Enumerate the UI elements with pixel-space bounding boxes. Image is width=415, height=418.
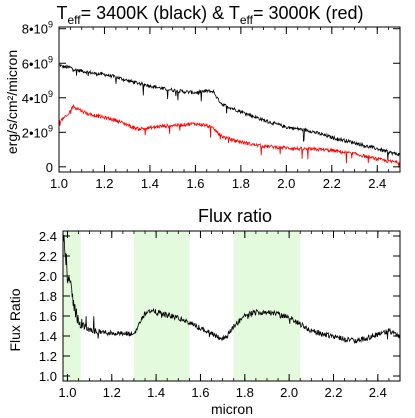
x-tick-label-7: 2.4 — [369, 385, 387, 400]
x-tick-label-2: 1.4 — [147, 385, 165, 400]
y-tick-label-3: 6•109 — [22, 54, 53, 71]
plot-frame — [62, 230, 401, 382]
x-tick-label-0: 1.0 — [50, 176, 68, 191]
shaded-band-2 — [233, 231, 301, 381]
series-line-1 — [58, 103, 401, 168]
x-tick-label-3: 1.6 — [186, 176, 204, 191]
shaded-band-0 — [63, 231, 81, 381]
x-tick-label-5: 2.0 — [277, 176, 295, 191]
y-tick-label-3: 1.6 — [39, 309, 57, 324]
x-tick-label-0: 1.0 — [58, 385, 76, 400]
series-line-0 — [58, 64, 401, 161]
y-tick-label-5: 2.0 — [39, 269, 57, 284]
x-tick-label-3: 1.6 — [191, 385, 209, 400]
bottom-chart-ylabel: Flux Ratio — [7, 288, 23, 351]
shaded-band-1 — [133, 231, 190, 381]
plot-frame — [58, 26, 401, 173]
top-chart-title: Teff= 3400K (black) & Teff= 3000K (red) — [56, 3, 363, 27]
y-tick-label-1: 1.2 — [39, 349, 57, 364]
y-tick-label-0: 0 — [46, 160, 53, 175]
y-tick-label-1: 2•109 — [22, 123, 53, 140]
y-tick-label-4: 8•109 — [22, 20, 53, 37]
bottom-chart-title: Flux ratio — [198, 206, 272, 226]
x-tick-label-5: 2.0 — [280, 385, 298, 400]
x-tick-label-4: 1.8 — [232, 176, 250, 191]
y-tick-label-0: 1.0 — [39, 369, 57, 384]
top-plot-area: 1.0 1.2 1.4 1.6 1.8 2.0 2.2 2.4 0 2•109 4•109 6•109… — [22, 20, 401, 191]
bottom-plot-area: 1.0 1.2 1.4 1.6 1.8 2.0 2.2 2.4 1.0 1.2 1.4 1.6 1.8 2… — [39, 229, 401, 400]
y-tick-label-6: 2.2 — [39, 249, 57, 264]
x-tick-label-6: 2.2 — [324, 385, 342, 400]
y-tick-label-2: 1.4 — [39, 329, 57, 344]
y-tick-label-2: 4•109 — [22, 89, 53, 106]
y-tick-label-7: 2.4 — [39, 229, 57, 244]
x-tick-label-6: 2.2 — [323, 176, 341, 191]
x-tick-label-7: 2.4 — [368, 176, 386, 191]
x-tick-label-1: 1.2 — [103, 385, 121, 400]
top-chart-ylabel: erg/s/cm²/micron — [4, 50, 20, 154]
x-tick-label-1: 1.2 — [95, 176, 113, 191]
bottom-chart-xlabel: micron — [211, 401, 253, 417]
x-tick-label-2: 1.4 — [141, 176, 159, 191]
series-line-0 — [62, 234, 401, 345]
x-tick-label-4: 1.8 — [236, 385, 254, 400]
y-tick-label-4: 1.8 — [39, 289, 57, 304]
